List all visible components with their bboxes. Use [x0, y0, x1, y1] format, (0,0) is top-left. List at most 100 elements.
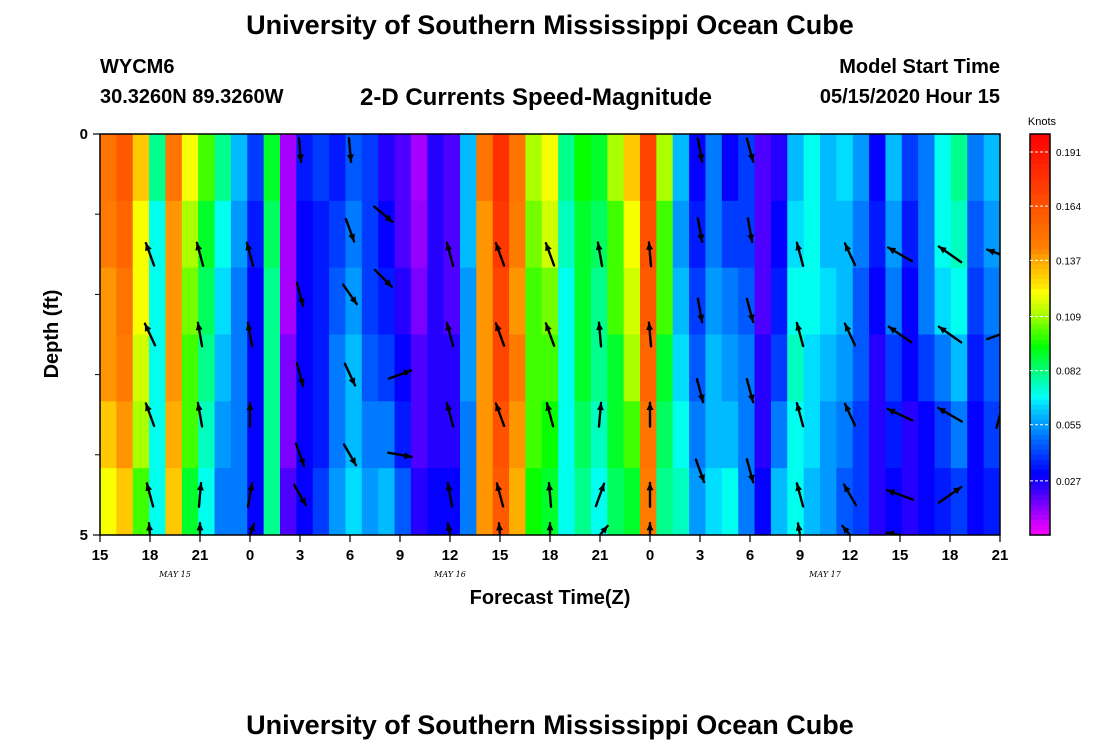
current-arrow — [646, 481, 654, 508]
colorbar-tick-label: 0.137 — [1056, 256, 1081, 267]
heatmap-cell — [509, 200, 527, 269]
current-arrow — [343, 362, 357, 387]
heatmap-cell — [590, 267, 608, 336]
heatmap-cell — [640, 468, 657, 535]
colorbar-segment — [1030, 164, 1050, 170]
heatmap-cell — [967, 334, 985, 402]
heatmap-cell — [721, 134, 739, 202]
colorbar-segment — [1030, 134, 1050, 140]
station-location: 30.3260N 89.3260W — [100, 86, 284, 108]
heatmap-cell — [394, 267, 412, 336]
heatmap-cell — [901, 200, 919, 269]
colorbar-segment — [1030, 364, 1050, 371]
current-arrow — [745, 137, 755, 163]
heatmap-cell — [836, 401, 854, 469]
heatmap-cell — [263, 267, 281, 336]
heatmap-cell — [149, 334, 167, 402]
colorbar-segment — [1030, 194, 1050, 200]
x-tick-label: 12 — [442, 547, 459, 564]
heatmap-cell — [918, 267, 936, 336]
heatmap-cell — [263, 401, 281, 469]
heatmap-cell — [247, 401, 265, 469]
heatmap-cell — [934, 468, 952, 535]
heatmap-cell — [803, 401, 821, 469]
heatmap-cell — [721, 401, 739, 469]
heatmap-cell — [885, 401, 903, 469]
heatmap-cell — [280, 267, 297, 336]
station-id: WYCM6 — [100, 56, 175, 78]
heatmap-cell — [950, 134, 968, 202]
heatmap-cell — [574, 267, 592, 336]
heatmap-cell — [852, 334, 870, 402]
heatmap-cell — [754, 334, 772, 402]
heatmap-cell — [672, 468, 690, 535]
heatmap-cell — [181, 134, 199, 202]
heatmap-cell — [820, 267, 837, 336]
current-arrow — [745, 458, 755, 484]
heatmap-cell — [901, 468, 919, 535]
heatmap-cell — [116, 468, 134, 535]
heatmap-cell — [558, 134, 576, 202]
heatmap-cell — [705, 200, 723, 269]
heatmap-cell — [443, 134, 461, 202]
heatmap-cell — [656, 200, 674, 269]
colorbar-segment — [1030, 344, 1050, 351]
colorbar-segment — [1030, 524, 1050, 531]
heatmap-cell — [443, 267, 461, 336]
heatmap-cell — [247, 200, 265, 269]
colorbar-segment — [1030, 179, 1050, 185]
heatmap-cell — [983, 401, 1000, 469]
heatmap-cell — [263, 468, 281, 535]
heatmap-cell — [427, 401, 445, 469]
heatmap-cell — [607, 401, 625, 469]
model-start-value: 05/15/2020 Hour 15 — [819, 86, 1000, 108]
x-tick-label: 15 — [892, 547, 909, 564]
colorbar-segment — [1030, 504, 1050, 511]
heatmap-cell — [100, 267, 117, 336]
model-start-label: Model Start Time — [839, 56, 1000, 78]
heatmap-cell — [165, 134, 183, 202]
current-arrow — [295, 281, 305, 308]
heatmap-cell — [541, 401, 559, 469]
colorbar-segment — [1030, 489, 1050, 496]
x-tick-label: 18 — [942, 547, 959, 564]
heatmap-cell — [476, 200, 494, 269]
heatmap-cell — [132, 267, 150, 336]
heatmap-cell — [230, 401, 248, 469]
colorbar-segment — [1030, 474, 1050, 481]
colorbar-segment — [1030, 464, 1050, 471]
current-arrow — [887, 246, 913, 263]
heatmap-cell — [280, 200, 297, 269]
heatmap-cell — [116, 267, 134, 336]
y-tick-label: 0 — [80, 126, 88, 143]
heatmap-cell — [132, 134, 150, 202]
heatmap-cell — [378, 267, 396, 336]
colorbar-segment — [1030, 159, 1050, 165]
heatmap-cell — [476, 401, 494, 469]
heatmap-cell — [869, 134, 887, 202]
plot-title: 2-D Currents Speed-Magnitude — [360, 84, 713, 111]
current-arrow — [146, 521, 154, 535]
heatmap-cell — [181, 401, 199, 469]
heatmap-cell — [672, 267, 690, 336]
current-arrow — [745, 377, 755, 404]
heatmap-cell — [983, 468, 1000, 535]
heatmap-cell — [165, 200, 183, 269]
x-tick-label: 18 — [142, 547, 159, 564]
heatmap-cell — [836, 468, 854, 535]
current-arrow — [196, 521, 204, 535]
heatmap-cell — [672, 134, 690, 202]
heatmap-cell — [934, 267, 952, 336]
current-arrow — [646, 321, 654, 348]
current-arrow — [246, 481, 255, 508]
heatmap-cell — [181, 200, 199, 269]
heatmap-cell — [312, 468, 330, 535]
heatmap-cell — [345, 334, 363, 402]
heatmap-cell — [820, 200, 837, 269]
current-arrow — [445, 402, 455, 428]
heatmap-cell — [869, 468, 887, 535]
current-arrow — [795, 402, 805, 428]
heatmap-cell — [901, 401, 919, 469]
colorbar-segment — [1030, 479, 1050, 486]
heatmap-cell — [770, 334, 788, 402]
